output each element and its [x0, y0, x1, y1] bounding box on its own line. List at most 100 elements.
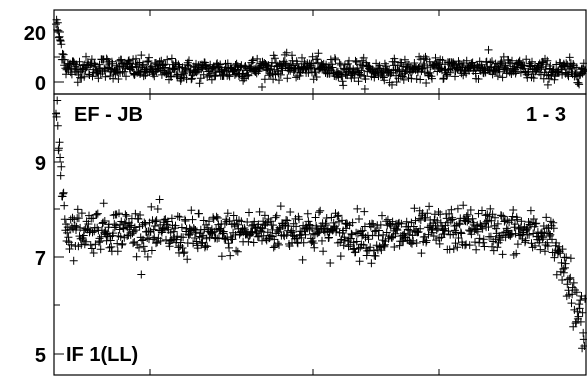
- data-point: [117, 217, 126, 226]
- data-point: [562, 253, 571, 262]
- data-point: [249, 56, 258, 65]
- data-point: [193, 244, 202, 253]
- data-point: [433, 224, 442, 233]
- data-point: [59, 188, 68, 197]
- data-point: [212, 68, 221, 77]
- data-point: [225, 72, 234, 81]
- data-point: [169, 227, 178, 236]
- data-point: [93, 209, 102, 218]
- data-point: [522, 225, 531, 234]
- data-point: [395, 241, 404, 250]
- data-point: [388, 233, 396, 242]
- data-point: [321, 219, 330, 228]
- data-point: [276, 70, 285, 79]
- data-point: [446, 64, 455, 73]
- data-point: [512, 249, 521, 258]
- data-point: [536, 63, 545, 72]
- data-point: [506, 231, 515, 240]
- data-point: [52, 20, 60, 29]
- data-point: [88, 228, 97, 237]
- data-point: [65, 245, 74, 253]
- data-point: [336, 252, 345, 261]
- data-point: [378, 72, 387, 80]
- data-point: [575, 300, 584, 309]
- data-point: [358, 226, 367, 235]
- data-point: [309, 239, 318, 248]
- data-point: [529, 74, 538, 83]
- data-point: [406, 226, 415, 235]
- data-point: [519, 61, 528, 70]
- data-point: [435, 239, 444, 248]
- data-point: [531, 241, 539, 250]
- top-panel-frame: [53, 9, 587, 95]
- data-point: [155, 195, 164, 204]
- data-point: [88, 72, 97, 81]
- data-point: [171, 221, 180, 230]
- data-point: [524, 68, 533, 77]
- data-point: [525, 230, 534, 239]
- data-point: [170, 64, 179, 73]
- data-point: [442, 72, 451, 80]
- data-point: [566, 273, 575, 282]
- data-point: [314, 49, 323, 58]
- data-point: [197, 65, 206, 74]
- data-point: [411, 216, 420, 225]
- data-point: [106, 236, 115, 245]
- data-point: [543, 238, 552, 247]
- data-point: [497, 211, 506, 220]
- data-point: [353, 204, 362, 213]
- data-point: [352, 228, 361, 237]
- data-point: [209, 213, 218, 222]
- data-point: [315, 208, 323, 217]
- data-point: [74, 214, 83, 223]
- data-point: [479, 235, 488, 244]
- data-point: [354, 77, 363, 86]
- data-point: [101, 72, 110, 81]
- data-point: [181, 217, 190, 225]
- data-point: [486, 58, 495, 67]
- data-point: [515, 224, 524, 233]
- baseline-label: EF - JB: [74, 104, 143, 126]
- data-point: [332, 227, 341, 236]
- data-point: [546, 230, 555, 239]
- data-point: [252, 69, 261, 78]
- data-point: [579, 65, 587, 74]
- data-point: [399, 75, 408, 84]
- data-point: [192, 237, 201, 246]
- data-point: [552, 270, 561, 279]
- data-point: [139, 60, 148, 69]
- data-point: [275, 240, 283, 249]
- data-point: [380, 76, 389, 85]
- data-point: [428, 228, 436, 237]
- data-point: [549, 224, 558, 233]
- data-point: [355, 215, 363, 223]
- data-point: [366, 243, 375, 252]
- data-point: [455, 220, 464, 229]
- data-point: [173, 232, 182, 241]
- data-point: [457, 229, 466, 238]
- data-point: [357, 66, 366, 75]
- data-point: [232, 246, 241, 255]
- data-point: [144, 57, 153, 65]
- data-point: [77, 209, 86, 218]
- data-point: [526, 220, 535, 229]
- data-point: [515, 56, 524, 65]
- data-point: [138, 61, 147, 70]
- data-point: [58, 49, 67, 58]
- data-point: [513, 240, 522, 249]
- data-point: [486, 232, 495, 241]
- data-point: [338, 216, 346, 225]
- data-point: [330, 54, 339, 63]
- data-point: [162, 70, 171, 79]
- data-point: [286, 208, 295, 216]
- data-point: [243, 218, 252, 226]
- data-point: [528, 218, 536, 227]
- data-point: [113, 247, 122, 256]
- data-point: [569, 278, 578, 287]
- data-point: [511, 229, 520, 238]
- data-point: [229, 211, 238, 220]
- data-point: [225, 243, 233, 252]
- data-point: [339, 81, 348, 90]
- data-point: [511, 69, 520, 78]
